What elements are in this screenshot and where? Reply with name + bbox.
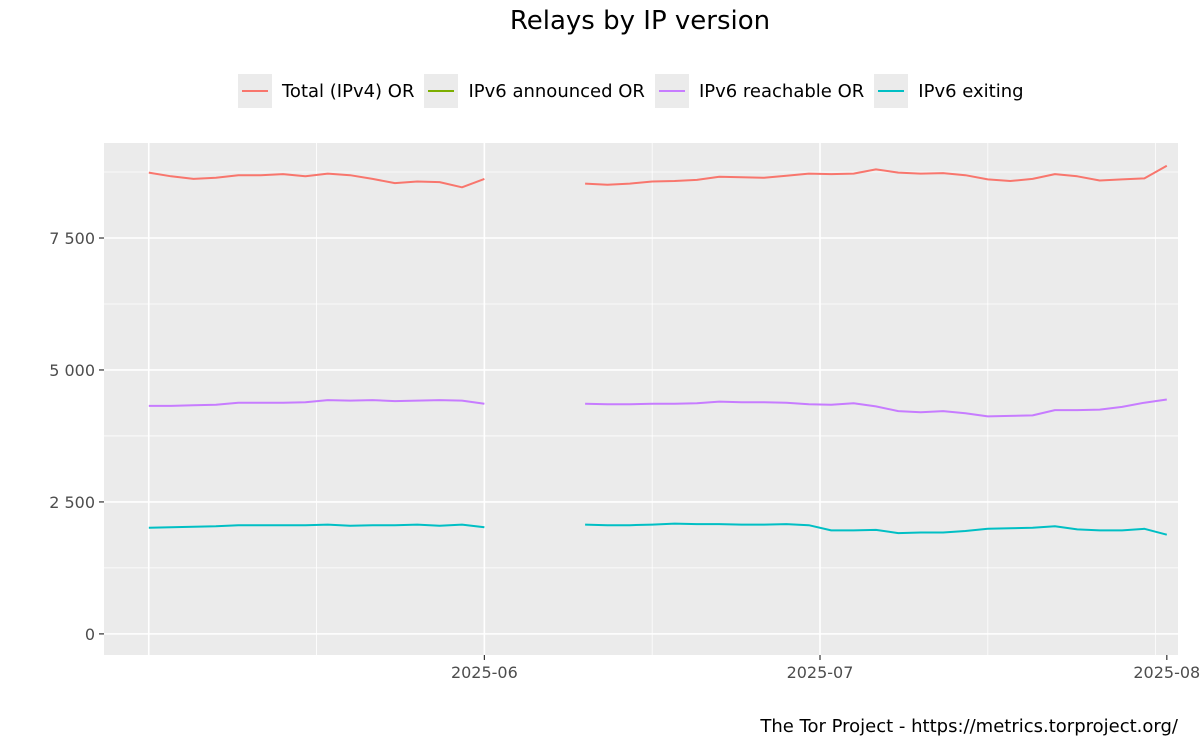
legend-label: IPv6 exiting [918,80,1024,102]
legend-key [654,74,689,108]
legend-item: Total (IPv4) OR [238,74,414,108]
series-line-4-segment-1 [148,523,485,529]
legend-label: IPv6 announced OR [468,80,645,102]
y-tick-label: 7 500 [49,229,95,248]
legend-swatch [878,90,905,92]
legend-swatch [428,90,455,92]
chart-caption: The Tor Project - https://metrics.torpro… [760,716,1178,737]
legend-swatch [242,90,268,92]
chart-title: Relays by IP version [509,6,771,36]
panel-background [104,143,1178,655]
series-line-1-segment-1 [148,171,485,189]
x-tick-label: 2025-07 [787,663,854,682]
x-tick-label: 2025-08 [1133,663,1200,682]
legend-item: IPv6 announced OR [424,74,645,108]
legend: Total (IPv4) OR IPv6 announced OR IPv6 rea… [238,73,1034,109]
legend-key [874,74,909,108]
legend-key [238,74,272,108]
series-line-3-segment-2 [585,398,1167,418]
series-line-4-segment-2 [585,522,1168,536]
legend-item: IPv6 exiting [874,74,1024,108]
legend-label: Total (IPv4) OR [282,80,415,102]
legend-swatch [658,90,685,92]
y-tick-label: 2 500 [49,493,95,512]
legend-item: IPv6 reachable OR [654,74,865,108]
series-line-1-segment-2 [585,164,1168,186]
y-tick-label: 0 [85,625,95,644]
legend-key [424,74,459,108]
x-tick-label: 2025-06 [451,663,518,682]
series-line-3-segment-1 [148,399,485,407]
legend-label: IPv6 reachable OR [698,80,865,102]
y-tick-label: 5 000 [49,361,95,380]
